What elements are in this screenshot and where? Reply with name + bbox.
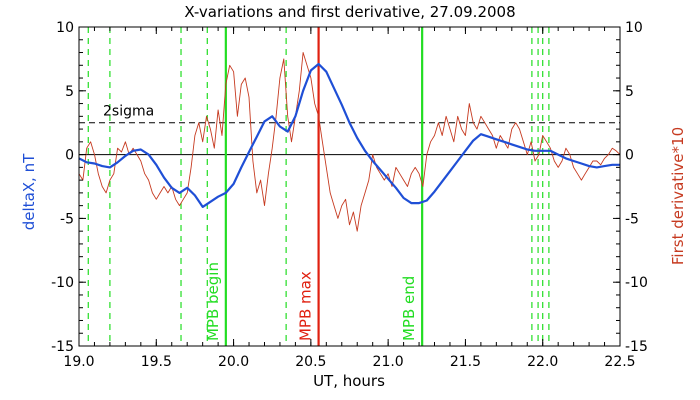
mpb-begin-label: MPB begin — [204, 262, 222, 341]
y-axis-label-left: deltaX, nT — [20, 153, 38, 230]
x-axis-label: UT, hours — [313, 372, 385, 390]
y-tick-label-left: -10 — [51, 275, 74, 291]
mpb-end-label: MPB end — [400, 276, 418, 341]
axis-ticks — [78, 26, 621, 347]
x-tick-label: 21.0 — [373, 354, 404, 370]
y-tick-label-left: 5 — [65, 84, 74, 100]
axis-tick-labels: 19.0 19.5 20.0 20.5 21.0 21.5 22.0 22.5 10 10 5 5 0 0… — [51, 20, 648, 370]
derivative-series-line — [78, 52, 621, 232]
y-tick-label-left: 0 — [65, 148, 74, 164]
chart-title: X-variations and first derivative, 27.09… — [184, 3, 515, 21]
y-tick-label-left: 10 — [56, 20, 74, 36]
y-tick-label-right: 0 — [625, 148, 634, 164]
series-lines — [78, 52, 621, 232]
y-tick-label-right: -15 — [625, 339, 648, 355]
mpb-max-label: MPB max — [297, 271, 315, 341]
x-tick-label: 20.5 — [295, 354, 326, 370]
y-tick-label-right: 5 — [625, 84, 634, 100]
y-tick-label-left: -15 — [51, 339, 74, 355]
event-markers: MPB begin MPB max MPB end — [87, 27, 550, 346]
x-tick-label: 21.5 — [450, 354, 481, 370]
x-tick-label: 20.0 — [218, 354, 249, 370]
x-tick-label: 22.0 — [527, 354, 558, 370]
y-tick-label-left: -5 — [60, 211, 74, 227]
threshold-label: 2sigma — [103, 104, 154, 120]
deltaX-series-line — [78, 62, 620, 208]
y-axis-label-right: First derivative*10 — [669, 127, 687, 265]
x-tick-label: 22.5 — [604, 354, 635, 370]
x-tick-label: 19.0 — [63, 354, 94, 370]
y-tick-label-right: -10 — [625, 275, 648, 291]
y-tick-label-right: 10 — [625, 20, 643, 36]
y-tick-label-right: -5 — [625, 211, 639, 227]
plot-frame — [78, 26, 621, 347]
x-tick-label: 19.5 — [141, 354, 172, 370]
